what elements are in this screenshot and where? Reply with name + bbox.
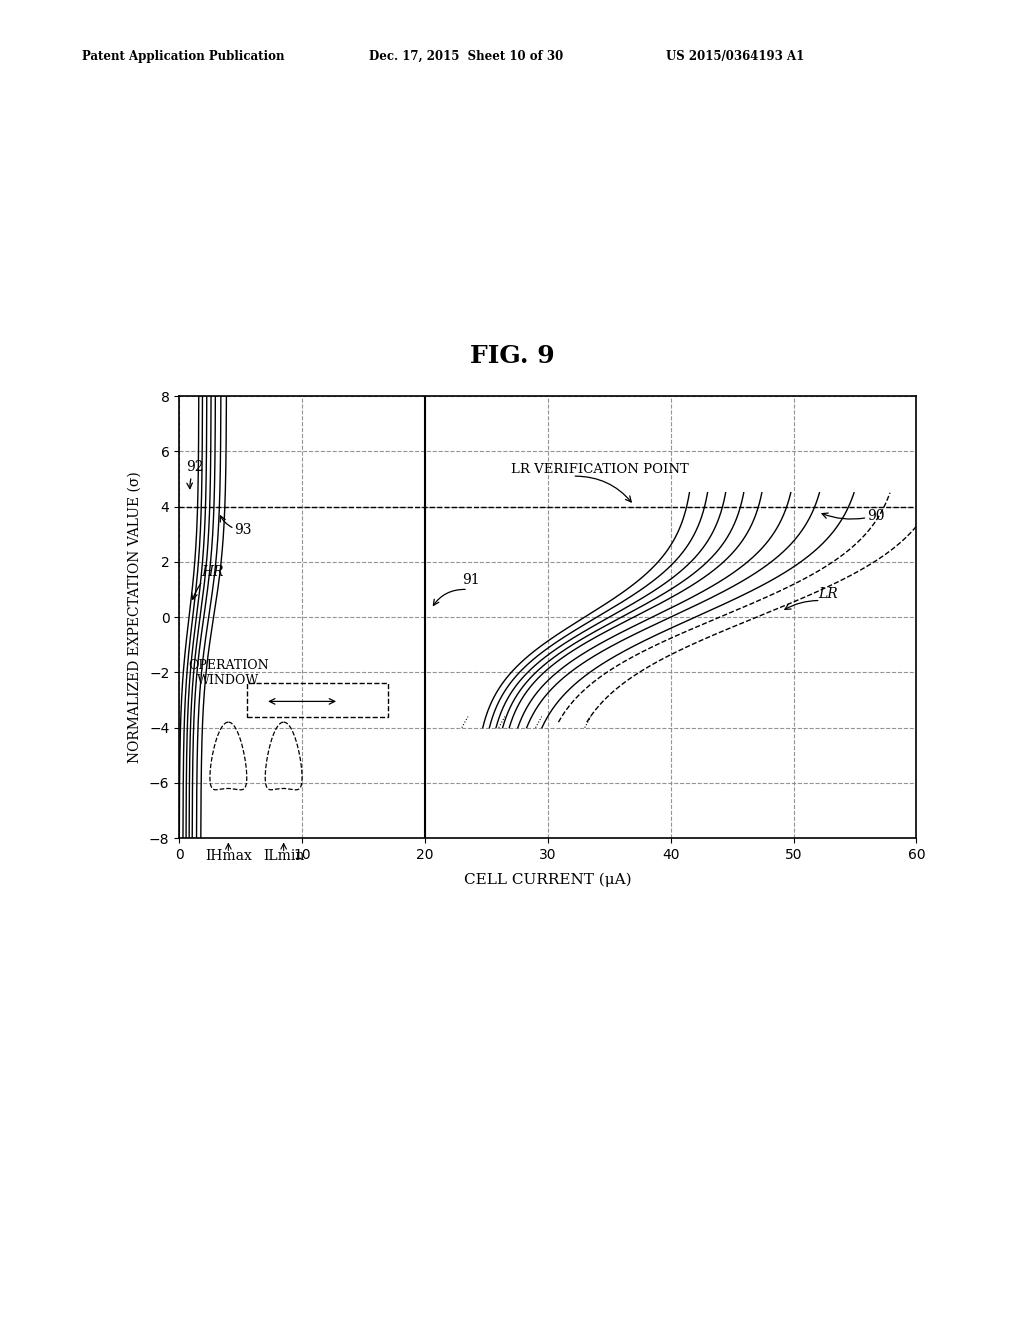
Text: Dec. 17, 2015  Sheet 10 of 30: Dec. 17, 2015 Sheet 10 of 30 [369, 50, 563, 63]
Text: 90: 90 [867, 510, 885, 523]
Y-axis label: NORMALIZED EXPECTATION VALUE (σ): NORMALIZED EXPECTATION VALUE (σ) [128, 471, 142, 763]
Text: IHmax: IHmax [205, 849, 252, 863]
Text: OPERATION
WINDOW: OPERATION WINDOW [188, 659, 268, 686]
Text: Patent Application Publication: Patent Application Publication [82, 50, 285, 63]
Text: 93: 93 [234, 523, 252, 537]
Text: LR VERIFICATION POINT: LR VERIFICATION POINT [511, 463, 689, 477]
Text: 91: 91 [462, 573, 479, 587]
Text: US 2015/0364193 A1: US 2015/0364193 A1 [666, 50, 804, 63]
Text: ILmin: ILmin [263, 849, 304, 863]
Bar [247, 684, 388, 717]
Text: 92: 92 [186, 459, 204, 474]
Text: FIG. 9: FIG. 9 [470, 345, 554, 368]
Text: HR: HR [202, 565, 224, 578]
Text: LR: LR [818, 587, 838, 601]
X-axis label: CELL CURRENT (μA): CELL CURRENT (μA) [464, 873, 632, 887]
